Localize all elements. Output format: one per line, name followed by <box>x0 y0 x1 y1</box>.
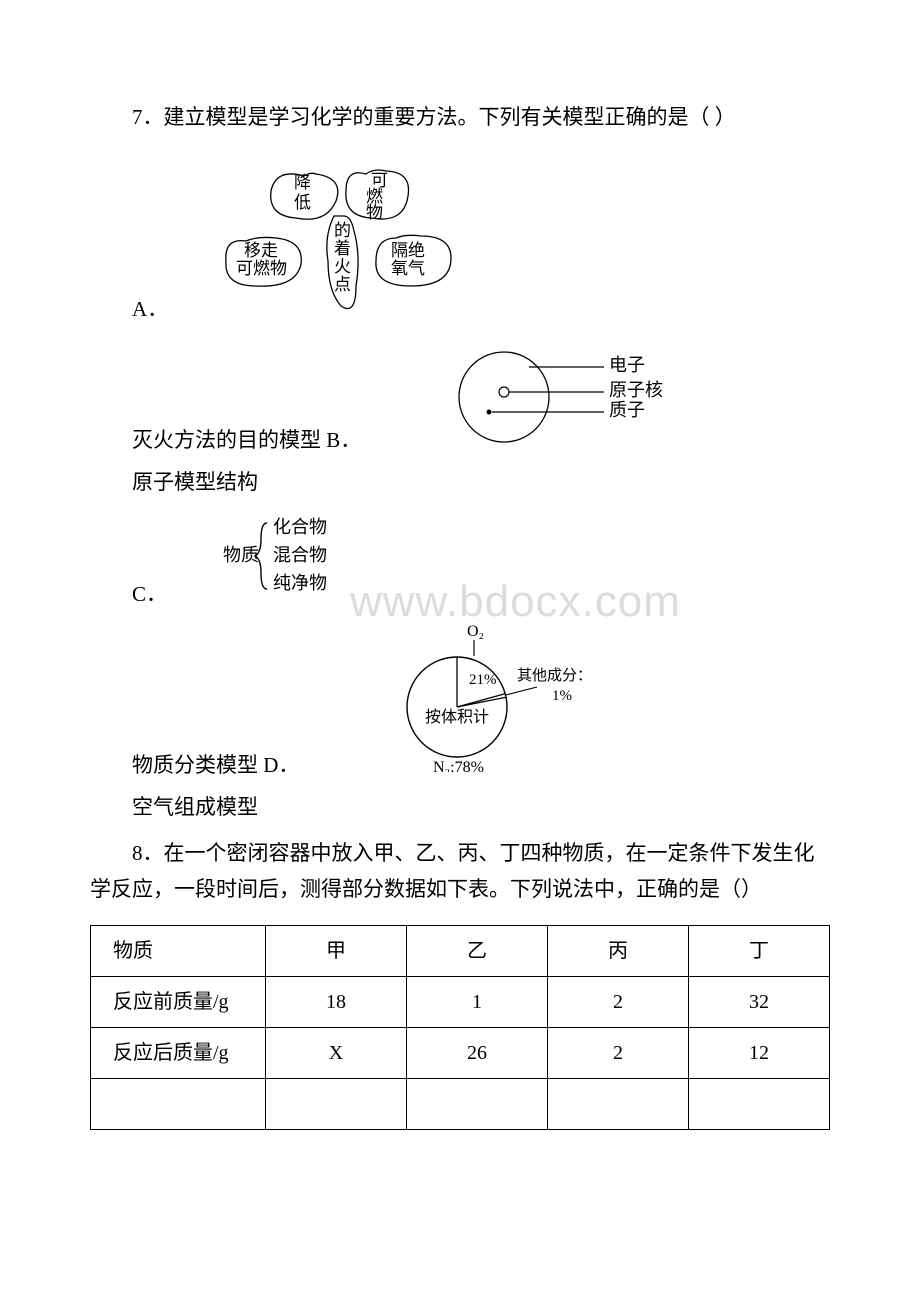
svg-text:N₂:78%: N₂:78% <box>433 759 484 772</box>
table-cell: 1 <box>407 977 548 1028</box>
svg-text:移走: 移走 <box>244 241 278 260</box>
q8-stem: 8．在一个密闭容器中放入甲、乙、丙、丁四种物质，在一定条件下发生化学反应，一段时… <box>90 836 830 907</box>
q7-option-b-block: 灭火方法的目的模型 B． 电子 原子核 质子 原子模型结构 <box>90 337 830 500</box>
svg-text:物质: 物质 <box>223 545 259 565</box>
q7-stem: 7．建立模型是学习化学的重要方法。下列有关模型正确的是（ ） <box>90 100 830 136</box>
table-cell: 2 <box>548 1028 689 1079</box>
svg-text:纯净物: 纯净物 <box>273 573 327 593</box>
table-cell: X <box>266 1028 407 1079</box>
table-row: 反应前质量/g 18 1 2 32 <box>91 977 830 1028</box>
table-cell: 12 <box>689 1028 830 1079</box>
svg-text:化合物: 化合物 <box>273 517 327 537</box>
svg-text:降: 降 <box>294 173 311 192</box>
table-row: 物质 甲 乙 丙 丁 <box>91 926 830 977</box>
svg-text:混合物: 混合物 <box>273 545 327 565</box>
fire-extinguish-model-figure: 降 低 可 燃 物 的 着 火 点 移走 可燃物 隔绝 氧气 <box>174 146 476 328</box>
svg-text:着: 着 <box>334 239 351 258</box>
table-header-cell: 乙 <box>407 926 548 977</box>
option-c-desc: 物质分类模型 D． <box>90 748 299 784</box>
q7-option-c-block: C． 物质 化合物 混合物 纯净物 www.bdocx.com <box>90 511 830 613</box>
table-cell: 32 <box>689 977 830 1028</box>
q7-option-a-block: A． 降 低 可 燃 <box>90 146 830 328</box>
table-cell: 18 <box>266 977 407 1028</box>
table-cell <box>689 1079 830 1130</box>
table-cell: 反应后质量/g <box>91 1028 266 1079</box>
option-c-prefix: C． <box>90 577 167 613</box>
table-cell: 26 <box>407 1028 548 1079</box>
svg-text:的: 的 <box>334 221 351 240</box>
svg-text:点: 点 <box>334 275 351 294</box>
svg-text:原子核: 原子核 <box>609 380 663 400</box>
svg-text:21%: 21% <box>469 672 497 688</box>
svg-text:隔绝: 隔绝 <box>391 241 425 260</box>
option-b-desc: 原子模型结构 <box>90 465 830 501</box>
table-header-cell: 甲 <box>266 926 407 977</box>
table-cell <box>548 1079 689 1130</box>
table-cell: 反应前质量/g <box>91 977 266 1028</box>
svg-text:1%: 1% <box>552 688 572 704</box>
table-header-cell: 丙 <box>548 926 689 977</box>
air-composition-pie-figure: O₂ 21% 其他成分： 1% 按 <box>305 622 617 784</box>
q8-data-table: 物质 甲 乙 丙 丁 反应前质量/g 18 1 2 32 反应后质量/g X 2… <box>90 925 830 1130</box>
svg-text:低: 低 <box>294 193 311 212</box>
svg-text:氧气: 氧气 <box>391 259 425 278</box>
atom-model-figure: 电子 原子核 质子 <box>367 337 689 459</box>
table-cell <box>91 1079 266 1130</box>
q7-option-d-block: 物质分类模型 D． O₂ 21% 其他成分： <box>90 622 830 825</box>
option-a-desc: 灭火方法的目的模型 B． <box>90 423 361 459</box>
table-row: 反应后质量/g X 26 2 12 <box>91 1028 830 1079</box>
table-header-cell: 物质 <box>91 926 266 977</box>
table-header-cell: 丁 <box>689 926 830 977</box>
svg-text:O₂: O₂ <box>467 623 484 640</box>
substance-classification-figure: 物质 化合物 混合物 纯净物 <box>173 511 405 613</box>
table-cell: 2 <box>548 977 689 1028</box>
svg-text:其他成分：: 其他成分： <box>517 667 592 684</box>
svg-text:按体积计: 按体积计 <box>425 708 489 726</box>
table-cell <box>407 1079 548 1130</box>
svg-text:可燃物: 可燃物 <box>236 259 287 278</box>
svg-text:火: 火 <box>334 257 351 276</box>
option-d-desc: 空气组成模型 <box>90 790 830 826</box>
table-cell <box>266 1079 407 1130</box>
svg-text:物: 物 <box>366 203 383 222</box>
option-a-prefix: A． <box>90 292 168 328</box>
svg-text:质子: 质子 <box>609 400 645 420</box>
table-row <box>91 1079 830 1130</box>
svg-text:电子: 电子 <box>609 355 645 375</box>
